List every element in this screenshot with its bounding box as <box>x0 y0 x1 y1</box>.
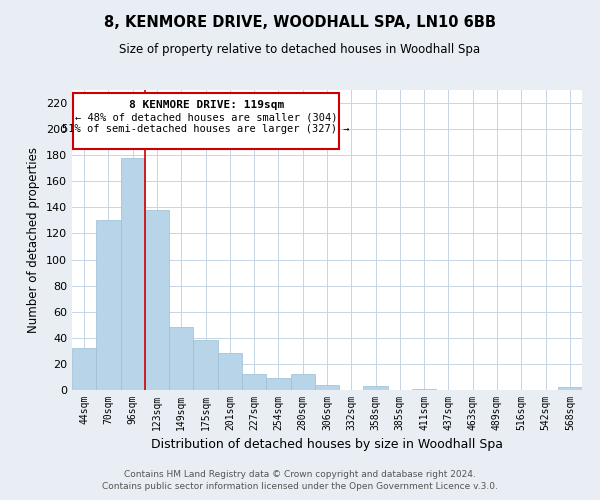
Bar <box>315 385 339 390</box>
Bar <box>266 378 290 390</box>
Bar <box>193 340 218 390</box>
Bar <box>290 374 315 390</box>
Bar <box>73 92 339 148</box>
Bar <box>242 374 266 390</box>
Y-axis label: Number of detached properties: Number of detached properties <box>28 147 40 333</box>
Text: ← 48% of detached houses are smaller (304): ← 48% of detached houses are smaller (30… <box>75 112 337 122</box>
Text: 8, KENMORE DRIVE, WOODHALL SPA, LN10 6BB: 8, KENMORE DRIVE, WOODHALL SPA, LN10 6BB <box>104 15 496 30</box>
Bar <box>72 348 96 390</box>
X-axis label: Distribution of detached houses by size in Woodhall Spa: Distribution of detached houses by size … <box>151 438 503 452</box>
Bar <box>218 354 242 390</box>
Bar <box>412 388 436 390</box>
Bar <box>169 328 193 390</box>
Bar <box>96 220 121 390</box>
Text: Contains public sector information licensed under the Open Government Licence v.: Contains public sector information licen… <box>102 482 498 491</box>
Bar <box>145 210 169 390</box>
Text: Size of property relative to detached houses in Woodhall Spa: Size of property relative to detached ho… <box>119 42 481 56</box>
Text: 8 KENMORE DRIVE: 119sqm: 8 KENMORE DRIVE: 119sqm <box>128 100 284 110</box>
Bar <box>558 388 582 390</box>
Text: Contains HM Land Registry data © Crown copyright and database right 2024.: Contains HM Land Registry data © Crown c… <box>124 470 476 479</box>
Bar <box>121 158 145 390</box>
Text: 51% of semi-detached houses are larger (327) →: 51% of semi-detached houses are larger (… <box>62 124 350 134</box>
Bar <box>364 386 388 390</box>
